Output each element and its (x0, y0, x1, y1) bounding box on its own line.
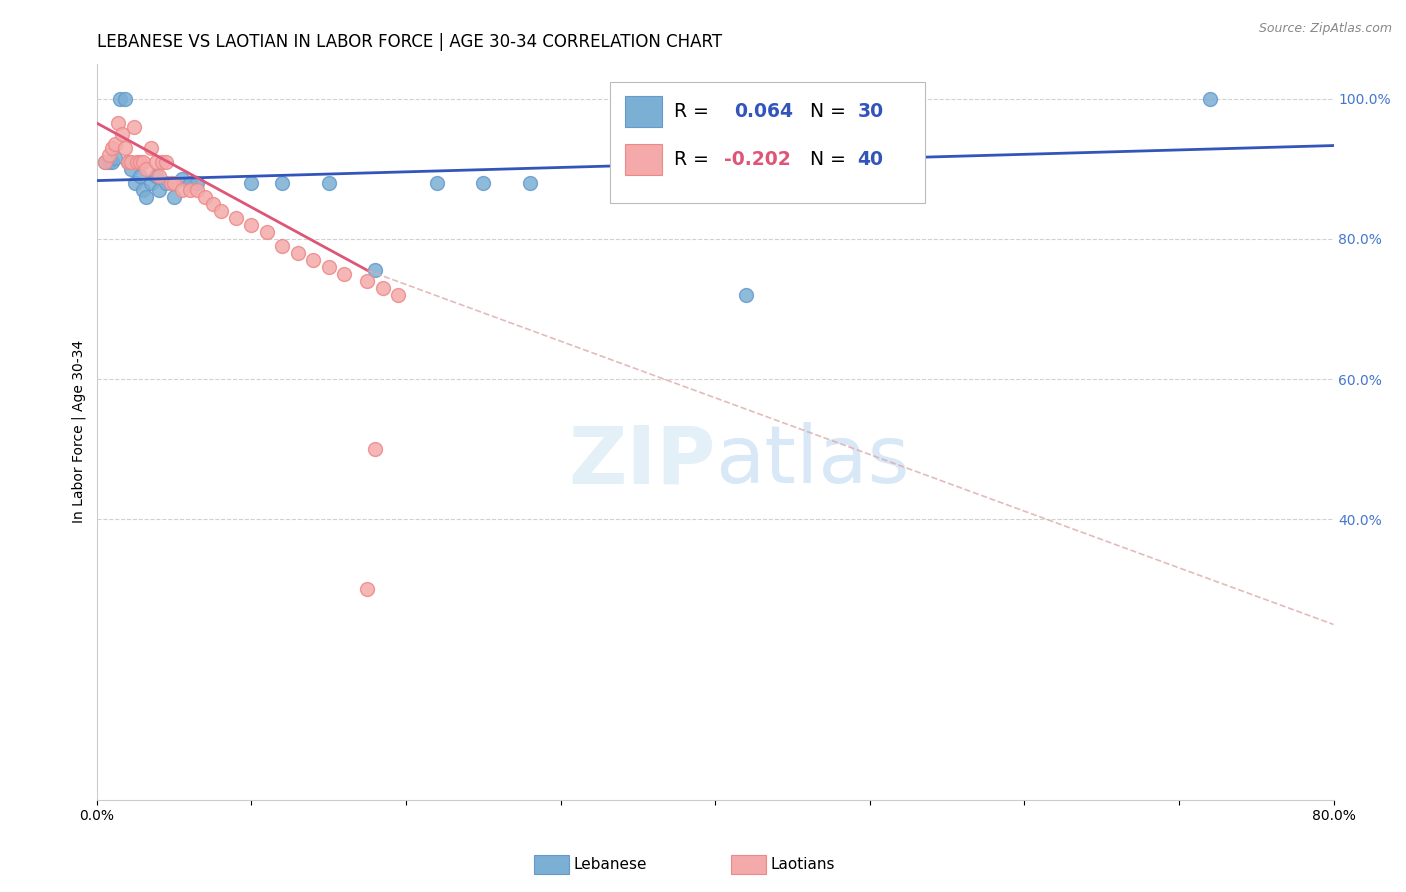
Point (186, 176, 208, 190)
Bar (624, 144, 662, 175)
Point (201, 196, 224, 211)
Point (101, 154, 124, 169)
Point (135, 161, 157, 176)
Point (426, 176, 449, 190)
Point (271, 239, 294, 253)
Point (302, 252, 325, 267)
Point (371, 281, 394, 295)
Point (98, 147, 121, 161)
Point (472, 176, 495, 190)
Text: 30: 30 (858, 102, 883, 120)
Point (1198, 92, 1220, 106)
Point (387, 288, 409, 302)
Point (356, 582, 378, 597)
Point (139, 176, 162, 190)
Point (117, 154, 139, 169)
Point (125, 154, 148, 169)
Point (673, 176, 696, 190)
Text: 0.064: 0.064 (734, 102, 793, 120)
Point (114, 141, 136, 155)
Y-axis label: In Labor Force | Age 30-34: In Labor Force | Age 30-34 (72, 340, 86, 524)
Point (150, 154, 173, 169)
Text: Lebanese: Lebanese (574, 857, 647, 871)
Point (93, 154, 115, 169)
Point (240, 218, 263, 232)
Point (132, 183, 155, 197)
Point (114, 92, 136, 106)
Point (318, 176, 340, 190)
Point (129, 154, 152, 169)
Point (145, 154, 167, 169)
Point (122, 120, 145, 134)
Point (163, 190, 186, 204)
Point (364, 442, 387, 457)
Point (256, 225, 278, 239)
Point (98, 154, 121, 169)
Text: N =: N = (799, 150, 852, 169)
Text: ZIP: ZIP (568, 422, 716, 500)
Point (155, 154, 177, 169)
Point (117, 154, 139, 169)
Point (333, 267, 356, 281)
Point (287, 245, 309, 260)
Bar (624, 96, 662, 127)
Point (101, 141, 124, 155)
Text: Source: ZipAtlas.com: Source: ZipAtlas.com (1258, 22, 1392, 36)
Text: Laotians: Laotians (770, 857, 835, 871)
Point (93, 154, 115, 169)
Point (120, 161, 142, 176)
Point (148, 183, 170, 197)
Text: R =: R = (675, 150, 716, 169)
Text: N =: N = (799, 102, 852, 120)
Point (148, 169, 170, 183)
Point (160, 176, 183, 190)
Point (110, 127, 132, 141)
Point (179, 176, 201, 190)
Point (155, 176, 177, 190)
Text: atlas: atlas (716, 422, 910, 500)
Point (179, 183, 201, 197)
Point (170, 183, 193, 197)
Point (124, 176, 146, 190)
Point (104, 151, 127, 165)
Point (186, 183, 208, 197)
Point (356, 274, 378, 288)
Point (271, 176, 294, 190)
Point (735, 288, 758, 302)
Point (519, 176, 541, 190)
Point (209, 203, 232, 218)
Point (145, 169, 167, 183)
Text: R =: R = (675, 102, 721, 120)
Bar (610, 82, 925, 203)
Point (170, 172, 193, 186)
Point (163, 176, 186, 190)
Point (194, 190, 217, 204)
Point (135, 190, 157, 204)
Point (107, 116, 129, 130)
Point (132, 154, 155, 169)
Point (318, 260, 340, 274)
Point (129, 169, 152, 183)
Point (240, 176, 263, 190)
Point (108, 92, 131, 106)
Point (364, 263, 387, 277)
Point (120, 154, 142, 169)
Text: 40: 40 (858, 150, 883, 169)
Point (139, 141, 162, 155)
Point (104, 137, 127, 152)
Text: LEBANESE VS LAOTIAN IN LABOR FORCE | AGE 30-34 CORRELATION CHART: LEBANESE VS LAOTIAN IN LABOR FORCE | AGE… (97, 33, 721, 51)
Point (225, 211, 247, 225)
Text: -0.202: -0.202 (724, 150, 790, 169)
